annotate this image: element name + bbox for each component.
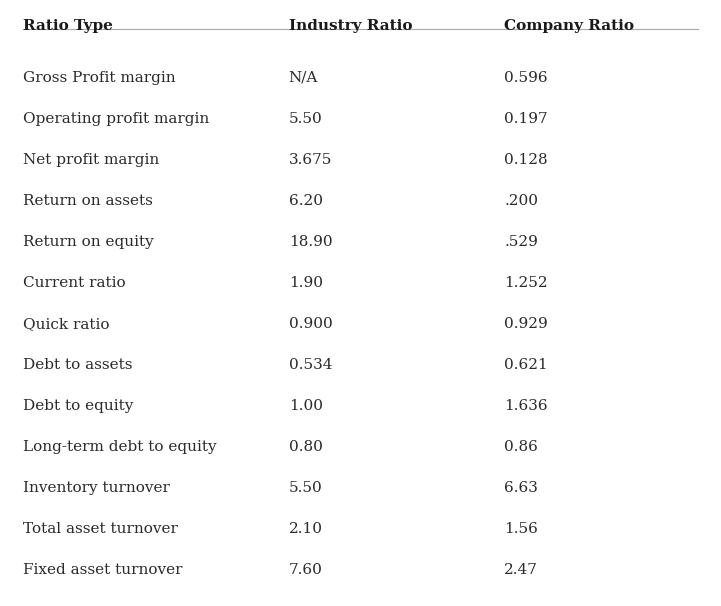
Text: 1.00: 1.00 [288,399,323,413]
Text: N/A: N/A [288,71,318,85]
Text: 0.86: 0.86 [504,440,538,454]
Text: Debt to equity: Debt to equity [23,399,133,413]
Text: 2.47: 2.47 [504,563,538,577]
Text: Company Ratio: Company Ratio [504,19,634,33]
Text: 0.596: 0.596 [504,71,548,85]
Text: Gross Profit margin: Gross Profit margin [23,71,175,85]
Text: Industry Ratio: Industry Ratio [288,19,412,33]
Text: Quick ratio: Quick ratio [23,317,110,331]
Text: Ratio Type: Ratio Type [23,19,112,33]
Text: 1.56: 1.56 [504,522,538,536]
Text: Total asset turnover: Total asset turnover [23,522,178,536]
Text: 5.50: 5.50 [288,112,322,126]
Text: Inventory turnover: Inventory turnover [23,481,170,495]
Text: 0.197: 0.197 [504,112,548,126]
Text: 18.90: 18.90 [288,235,332,249]
Text: Current ratio: Current ratio [23,276,125,290]
Text: 2.10: 2.10 [288,522,323,536]
Text: 0.534: 0.534 [288,358,332,372]
Text: Return on assets: Return on assets [23,194,153,208]
Text: 1.636: 1.636 [504,399,548,413]
Text: Return on equity: Return on equity [23,235,154,249]
Text: 1.90: 1.90 [288,276,323,290]
Text: Debt to assets: Debt to assets [23,358,133,372]
Text: 0.80: 0.80 [288,440,322,454]
Text: 0.929: 0.929 [504,317,548,331]
Text: 0.621: 0.621 [504,358,548,372]
Text: Net profit margin: Net profit margin [23,153,159,167]
Text: 1.252: 1.252 [504,276,548,290]
Text: 3.675: 3.675 [288,153,332,167]
Text: 7.60: 7.60 [288,563,322,577]
Text: Fixed asset turnover: Fixed asset turnover [23,563,182,577]
Text: .529: .529 [504,235,538,249]
Text: 6.63: 6.63 [504,481,538,495]
Text: .200: .200 [504,194,538,208]
Text: Long-term debt to equity: Long-term debt to equity [23,440,216,454]
Text: 6.20: 6.20 [288,194,323,208]
Text: 5.50: 5.50 [288,481,322,495]
Text: 0.128: 0.128 [504,153,548,167]
Text: 0.900: 0.900 [288,317,332,331]
Text: Operating profit margin: Operating profit margin [23,112,209,126]
